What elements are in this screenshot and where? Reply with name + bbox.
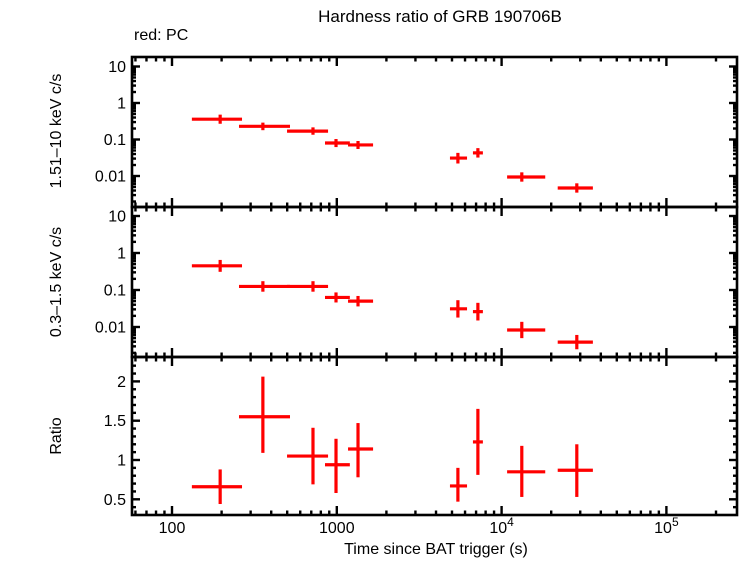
x-axis-label: Time since BAT trigger (s) [344, 541, 528, 558]
y-axis-label-ratio: Ratio [48, 417, 65, 455]
y-axis-label-hard-band: 1.51–10 keV c/s [48, 73, 65, 189]
y-tick-label: 0.5 [104, 492, 126, 509]
y-tick-label: 10 [108, 209, 126, 226]
y-tick-label: 0.01 [95, 320, 126, 337]
y-axis-label-soft-band: 0.3–1.5 keV c/s [48, 226, 65, 338]
y-tick-label: 10 [108, 59, 126, 76]
y-tick-label: 1 [117, 453, 126, 470]
x-tick-label: 105 [654, 515, 679, 537]
chart-title: Hardness ratio of GRB 190706B [318, 7, 562, 26]
x-tick-label: 1000 [319, 520, 355, 537]
y-tick-label: 0.01 [95, 169, 126, 186]
x-tick-label: 100 [159, 520, 186, 537]
y-tick-label: 1 [117, 246, 126, 263]
panel-frame [130, 355, 739, 517]
y-tick-label: 1 [117, 96, 126, 113]
legend-pc-label: red: PC [134, 27, 189, 44]
y-tick-label: 0.1 [104, 132, 126, 149]
y-tick-label: 2 [117, 374, 126, 391]
panel-frame [130, 55, 739, 209]
y-tick-label: 1.5 [104, 413, 126, 430]
panel-frame [130, 205, 739, 359]
x-tick-label: 104 [489, 515, 514, 537]
y-tick-label: 0.1 [104, 283, 126, 300]
